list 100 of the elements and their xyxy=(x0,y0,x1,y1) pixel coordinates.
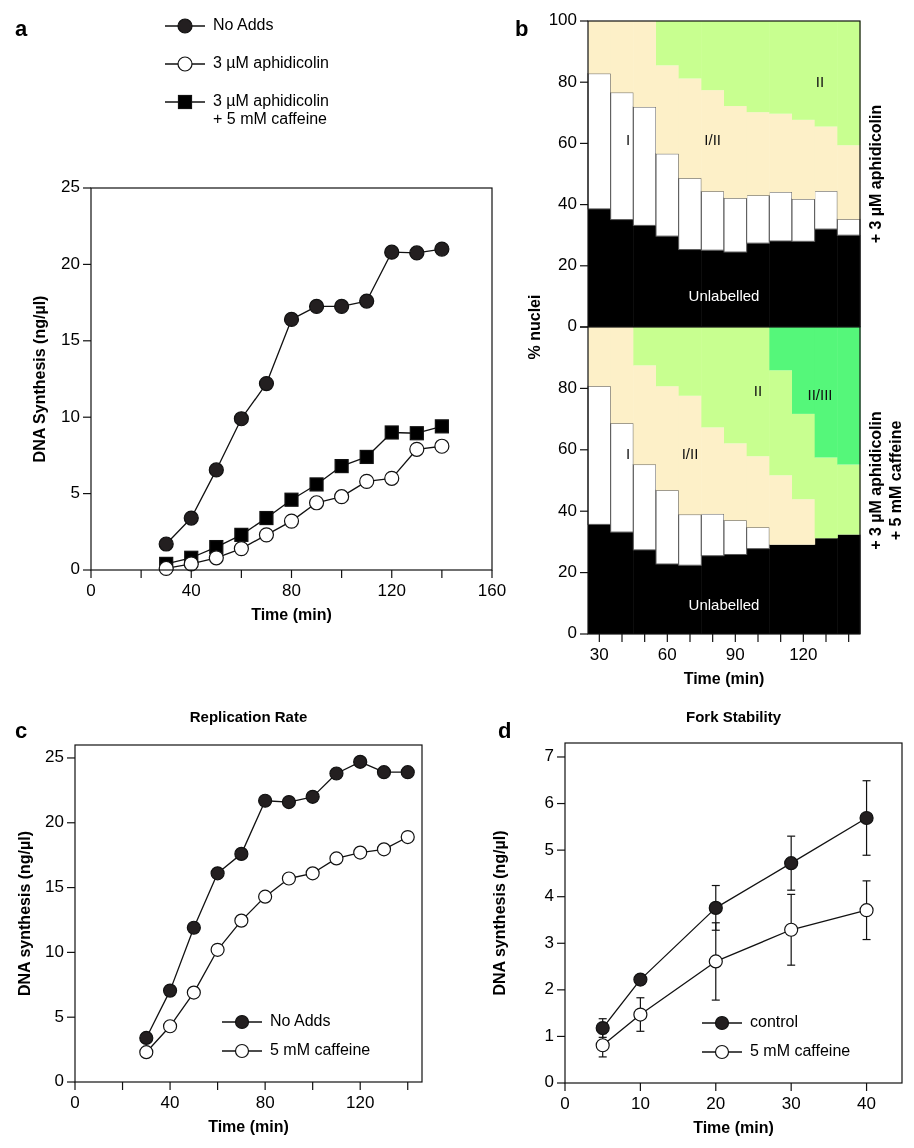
x-axis-title: Time (min) xyxy=(251,606,332,623)
legend-label: control xyxy=(750,1013,799,1031)
y-tick-label: 3 xyxy=(544,932,554,952)
point xyxy=(409,245,425,261)
chart-title: Fork Stability xyxy=(685,708,782,725)
y-tick-label: 7 xyxy=(544,746,554,766)
y-tick-label: 40 xyxy=(558,194,577,214)
point xyxy=(384,470,400,486)
point xyxy=(259,510,274,526)
x-tick-label: 120 xyxy=(346,1093,375,1112)
y-tick-label: 15 xyxy=(61,330,80,350)
point xyxy=(708,900,723,915)
point xyxy=(233,541,249,557)
x-tick-label: 30 xyxy=(589,645,609,664)
y-tick-label: 10 xyxy=(45,941,64,961)
x-tick-label: 90 xyxy=(725,645,745,664)
y-tick-label: 100 xyxy=(548,10,577,30)
point xyxy=(281,871,296,886)
y-tick-label: 0 xyxy=(544,1072,554,1092)
point xyxy=(183,510,199,526)
point xyxy=(283,311,300,328)
x-tick-label: 80 xyxy=(255,1093,275,1112)
legend-label: No Adds xyxy=(213,16,274,34)
point xyxy=(434,419,449,434)
series-label: Unlabelled xyxy=(688,596,760,614)
series-label: Unlabelled xyxy=(688,286,760,304)
point xyxy=(859,810,874,826)
point xyxy=(308,495,325,511)
y-tick-label: 0 xyxy=(567,316,577,336)
point xyxy=(305,866,320,881)
text: d xyxy=(498,718,512,743)
y-tick-label: 5 xyxy=(70,483,80,503)
point xyxy=(329,851,344,866)
point xyxy=(359,473,375,489)
point xyxy=(186,920,201,935)
x-tick-label: 120 xyxy=(789,645,818,664)
point xyxy=(400,765,415,780)
text: + 3 µM aphidicolin + 5 mM caffeine xyxy=(867,411,904,550)
y-tick-label: 0 xyxy=(54,1071,64,1091)
series-label: II/III xyxy=(807,385,833,403)
series-label: II xyxy=(753,381,763,399)
point xyxy=(309,477,324,492)
point xyxy=(353,754,368,769)
point xyxy=(208,550,224,566)
point xyxy=(258,793,273,808)
x-tick-label: 120 xyxy=(377,581,406,600)
point xyxy=(353,845,368,860)
y-tick-label: 60 xyxy=(558,132,577,152)
y-tick-label: 1 xyxy=(544,1025,554,1045)
point xyxy=(334,489,350,505)
point xyxy=(595,1038,610,1053)
point xyxy=(384,244,400,260)
point xyxy=(859,903,874,918)
point xyxy=(633,972,648,987)
y-tick-label: 2 xyxy=(544,979,554,999)
point xyxy=(376,765,392,780)
legend-label: No Adds xyxy=(270,1012,331,1030)
y-tick-label: 60 xyxy=(558,439,577,459)
y-tick-label: 0 xyxy=(70,559,80,579)
point xyxy=(409,441,425,457)
point xyxy=(186,985,201,1000)
y-tick-label: 5 xyxy=(54,1006,64,1026)
x-tick-label: 30 xyxy=(781,1094,801,1113)
point xyxy=(329,766,344,781)
x-tick-label: 40 xyxy=(160,1093,180,1112)
x-tick-label: 10 xyxy=(630,1094,650,1113)
text: b xyxy=(515,16,529,41)
x-axis-title: Time (min) xyxy=(683,670,765,687)
series-label: I/II xyxy=(681,445,699,463)
y-tick-label: 25 xyxy=(45,747,64,767)
x-axis-title: Time (min) xyxy=(693,1119,774,1136)
legend-label: 5 mM caffeine xyxy=(750,1042,851,1060)
y-tick-label: 40 xyxy=(558,500,577,520)
x-tick-label: 0 xyxy=(86,581,96,600)
point xyxy=(400,829,415,845)
series-label: I/II xyxy=(704,130,721,148)
point xyxy=(233,411,249,427)
y-tick-label: 4 xyxy=(544,886,554,906)
point xyxy=(384,425,399,440)
y-tick-label: 0 xyxy=(567,623,577,643)
point xyxy=(162,983,178,998)
y-tick-label: 20 xyxy=(45,812,64,832)
series-label: I xyxy=(625,445,631,463)
point xyxy=(334,459,349,474)
point xyxy=(359,293,375,309)
text: + 3 µM aphidicolin xyxy=(867,104,884,244)
point xyxy=(305,789,320,804)
legend-label: 3 µM aphidicolin + 5 mM caffeine xyxy=(213,92,329,128)
series-label: I xyxy=(625,131,631,149)
y-axis-title: DNA Synthesis (ng/µl) xyxy=(31,295,48,463)
point xyxy=(234,913,249,928)
x-tick-label: 80 xyxy=(282,581,301,600)
x-tick-label: 60 xyxy=(657,645,677,664)
point xyxy=(258,527,275,543)
y-tick-label: 80 xyxy=(558,377,577,397)
y-tick-label: 20 xyxy=(558,255,577,275)
y-tick-label: 20 xyxy=(558,562,577,582)
point xyxy=(708,954,723,969)
series-label: II xyxy=(815,73,825,91)
point xyxy=(334,298,350,315)
